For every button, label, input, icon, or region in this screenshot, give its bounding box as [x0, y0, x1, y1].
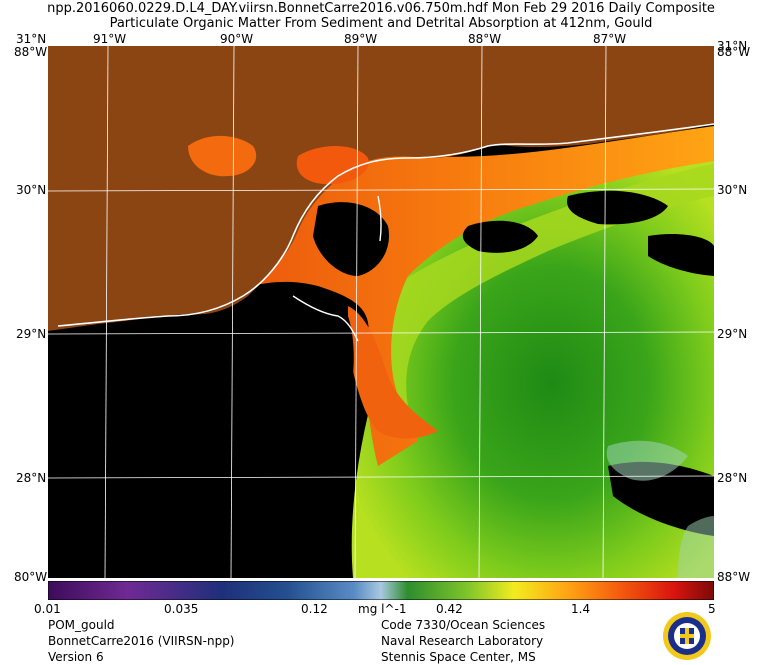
colorbar-tick-0-12: 0.12	[301, 602, 328, 616]
nodata-southwest-patch	[48, 316, 354, 578]
nodata-marsh-patch	[313, 202, 389, 276]
meridian-line	[478, 46, 483, 578]
colorbar	[48, 581, 714, 600]
colorbar-tick-0-01: 0.01	[34, 602, 61, 616]
corner-label-top-right-lon: 88°W	[717, 45, 751, 59]
nodata-offshore-patch-3	[648, 234, 714, 276]
nodata-offshore-patch-2	[462, 220, 538, 253]
org-location: Stennis Space Center, MS	[381, 650, 536, 664]
footer-right: Code 7330/Ocean Sciences Naval Research …	[381, 617, 545, 665]
meridian-line	[230, 46, 235, 578]
lat-label-right-30n: 30°N	[717, 183, 748, 197]
lat-label-right-29n: 29°N	[717, 327, 748, 341]
map-title-line2: Particulate Organic Matter From Sediment…	[109, 16, 653, 31]
ocean-pale-patch	[606, 440, 688, 481]
version-label: Version 6	[48, 650, 104, 664]
meridian-line	[354, 46, 359, 578]
ocean-light-green-band	[383, 164, 714, 406]
lat-label-right-28n: 28°N	[717, 471, 748, 485]
coastline	[57, 123, 714, 327]
colorbar-units: mg l^-1	[358, 602, 407, 616]
colorbar-tick-0-42: 0.42	[436, 602, 463, 616]
lon-label-90w: 90°W	[220, 32, 254, 46]
lon-label-87w: 87°W	[593, 32, 627, 46]
nodata-southeast-patch	[608, 461, 714, 536]
lon-label-89w: 89°W	[344, 32, 378, 46]
map-title-line1: npp.2016060.0229.D.L4_DAY.viirsn.BonnetC…	[47, 1, 715, 16]
lat-label-left-29n: 29°N	[16, 327, 47, 341]
footer-left: POM_gould BonnetCarre2016 (VIIRSN-npp) V…	[48, 617, 235, 665]
lon-label-91w: 91°W	[93, 32, 127, 46]
corner-label-bottom-left: 80°W	[14, 570, 48, 584]
corner-label-top-right: 31°N	[717, 39, 748, 53]
lon-label-88w: 88°W	[468, 32, 502, 46]
parallel-line	[48, 475, 714, 479]
river-plume-orange	[348, 306, 438, 439]
lat-label-left-28n: 28°N	[16, 471, 47, 485]
colorbar-tick-5: 5	[708, 602, 716, 616]
dataset-name: BonnetCarre2016 (VIIRSN-npp)	[48, 634, 235, 648]
corner-label-bottom-right: 88°W	[717, 570, 751, 584]
ocean-pale-patch-2	[678, 516, 714, 578]
coastline-chandeleur	[377, 195, 382, 242]
satellite-map	[48, 46, 714, 578]
lat-label-left-30n: 30°N	[16, 183, 47, 197]
graticule	[48, 46, 714, 578]
meridian-line	[602, 46, 607, 578]
org-name: Naval Research Laboratory	[381, 634, 544, 648]
org-code: Code 7330/Ocean Sciences	[381, 618, 546, 632]
meridian-line	[104, 46, 109, 578]
corner-label-top-left-lon: 88°W	[14, 45, 48, 59]
nrl-seal-logo	[663, 612, 711, 660]
colorbar-tick-0-035: 0.035	[164, 602, 199, 616]
corner-label-top-left: 31°N	[16, 32, 47, 46]
coastline-delta	[292, 295, 359, 342]
product-name: POM_gould	[48, 618, 115, 632]
lake-pontchartrain	[188, 135, 257, 177]
lake-borgne	[296, 146, 369, 185]
colorbar-tick-1-4: 1.4	[571, 602, 591, 616]
parallel-line	[48, 331, 714, 335]
land-area	[48, 46, 714, 331]
nodata-offshore-patch-1	[567, 190, 668, 225]
parallel-line	[48, 188, 714, 192]
